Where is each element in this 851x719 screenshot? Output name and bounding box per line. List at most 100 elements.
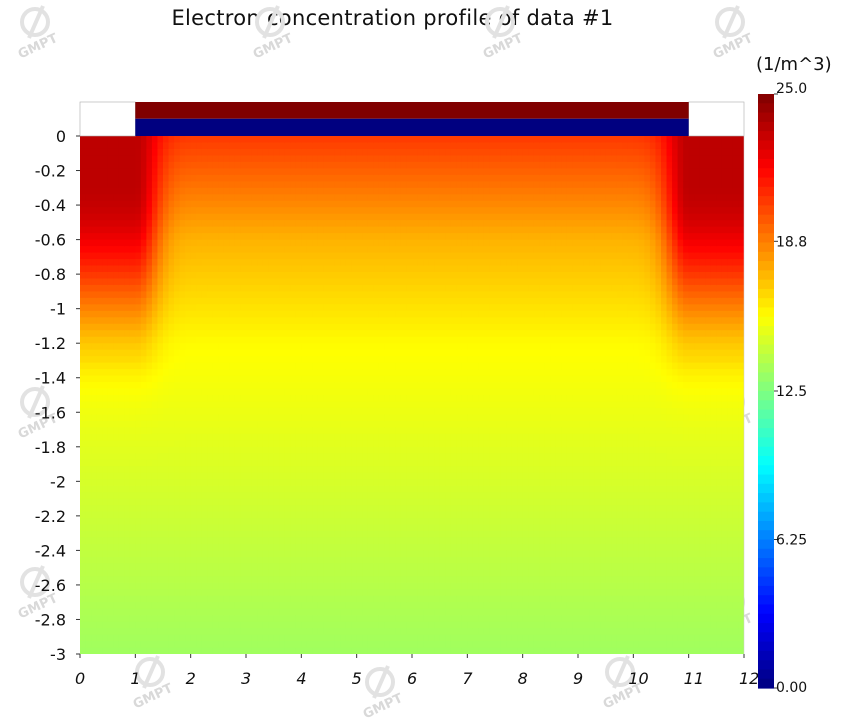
field-cell — [229, 278, 236, 286]
field-cell — [312, 291, 319, 299]
field-cell — [246, 440, 253, 448]
field-cell — [312, 330, 319, 338]
field-cell — [279, 382, 286, 390]
field-cell — [279, 446, 286, 454]
field-cell — [190, 569, 197, 577]
field-cell — [389, 142, 396, 150]
field-cell — [262, 310, 269, 318]
field-cell — [168, 362, 175, 370]
field-cell — [306, 136, 313, 144]
field-cell — [80, 589, 87, 597]
field-cell — [389, 537, 396, 545]
field-cell — [80, 310, 87, 318]
field-cell — [367, 427, 374, 435]
field-cell — [96, 595, 103, 603]
field-cell — [317, 317, 325, 325]
field-cell — [80, 647, 87, 654]
field-cell — [351, 420, 358, 428]
field-cell — [257, 498, 264, 506]
field-cell — [151, 550, 159, 558]
field-cell — [80, 343, 87, 351]
field-cell — [284, 278, 291, 286]
field-cell — [201, 194, 208, 202]
field-cell — [251, 602, 258, 610]
field-cell — [284, 602, 291, 610]
field-cell — [417, 395, 424, 403]
field-cell — [295, 382, 302, 390]
field-cell — [201, 207, 208, 215]
field-cell — [317, 595, 325, 603]
field-cell — [85, 207, 92, 215]
field-cell — [417, 550, 424, 558]
field-cell — [395, 297, 402, 305]
field-cell — [129, 174, 136, 182]
field-cell — [323, 530, 330, 539]
field-cell — [207, 375, 214, 383]
field-cell — [268, 563, 275, 571]
field-cell — [102, 621, 109, 629]
field-cell — [113, 142, 120, 150]
field-cell — [102, 356, 109, 364]
field-cell — [373, 459, 380, 467]
field-cell — [223, 530, 230, 539]
field-cell — [234, 200, 242, 208]
field-cell — [146, 485, 153, 493]
field-cell — [113, 595, 120, 603]
field-cell — [157, 511, 164, 519]
field-cell — [262, 388, 269, 396]
field-cell — [234, 259, 242, 267]
field-cell — [96, 343, 103, 351]
field-cell — [290, 628, 297, 636]
field-cell — [284, 556, 291, 564]
field-cell — [218, 407, 225, 416]
field-cell — [124, 265, 131, 273]
field-cell — [412, 401, 419, 409]
field-cell — [212, 168, 219, 176]
field-cell — [395, 634, 402, 642]
field-cell — [406, 479, 413, 487]
field-cell — [268, 589, 275, 597]
field-cell — [163, 155, 170, 163]
field-cell — [179, 615, 186, 623]
field-cell — [80, 271, 87, 280]
field-cell — [118, 446, 125, 454]
field-cell — [179, 543, 186, 551]
field-cell — [190, 336, 197, 344]
field-cell — [124, 634, 131, 642]
field-cell — [91, 284, 98, 292]
field-cell — [218, 388, 225, 396]
field-cell — [351, 388, 358, 396]
field-cell — [268, 401, 275, 409]
field-cell — [356, 310, 363, 318]
field-cell — [351, 317, 358, 325]
field-cell — [273, 168, 280, 176]
field-cell — [174, 330, 181, 338]
field-cell — [306, 207, 313, 215]
field-cell — [412, 213, 419, 221]
field-cell — [124, 362, 131, 370]
field-cell — [246, 615, 253, 623]
field-cell — [185, 369, 192, 377]
field-cell — [345, 453, 352, 461]
field-cell — [367, 246, 374, 254]
field-cell — [91, 518, 98, 526]
field-cell — [207, 459, 214, 467]
field-cell — [356, 414, 363, 422]
field-cell — [279, 369, 286, 377]
field-cell — [334, 375, 341, 383]
field-cell — [196, 362, 203, 370]
field-cell — [196, 485, 203, 493]
field-cell — [129, 336, 136, 344]
field-cell — [113, 304, 120, 312]
field-cell — [312, 187, 319, 195]
field-cell — [334, 472, 341, 480]
field-cell — [378, 174, 385, 182]
field-cell — [334, 233, 341, 241]
field-cell — [240, 336, 247, 344]
field-cell — [91, 362, 98, 370]
field-cell — [389, 271, 396, 280]
field-cell — [329, 284, 336, 292]
field-cell — [212, 291, 219, 299]
field-cell — [412, 556, 419, 564]
field-cell — [179, 246, 186, 254]
